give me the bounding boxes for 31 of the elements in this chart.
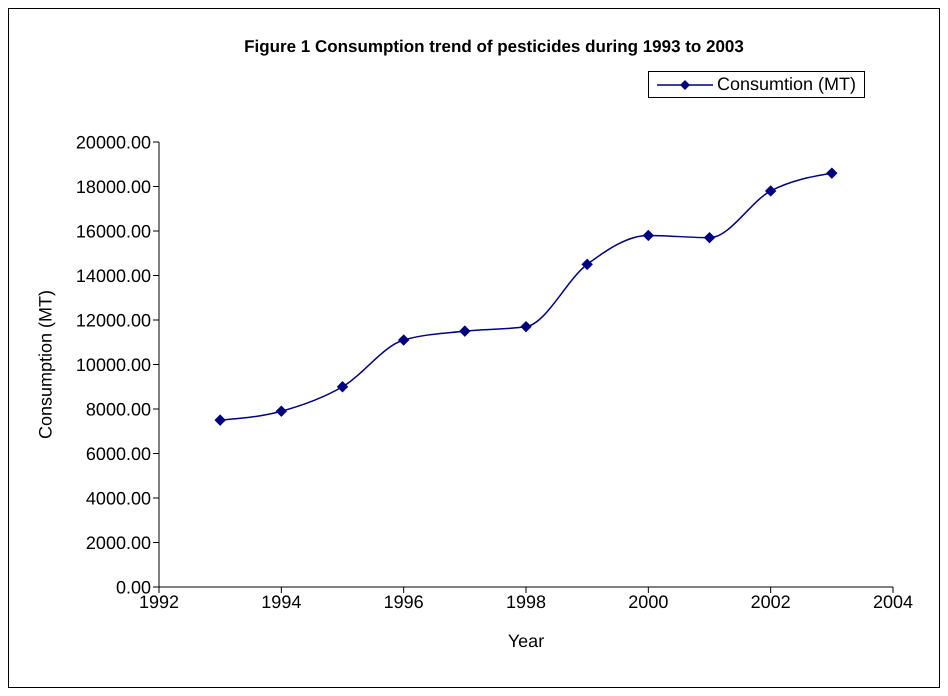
- x-tick-label: 2002: [750, 592, 791, 612]
- point: [520, 321, 532, 332]
- y-tick-label: 2000.00: [86, 532, 151, 553]
- point: [459, 326, 470, 337]
- point: [704, 232, 715, 244]
- x-tick-label: 2000: [628, 592, 668, 612]
- point: [765, 185, 776, 196]
- x-tick-label: 1994: [261, 592, 302, 612]
- point: [826, 168, 838, 179]
- y-tick-label: 8000.00: [86, 399, 151, 420]
- x-tick-label: 1998: [506, 592, 546, 612]
- y-tick-label: 18000.00: [76, 176, 151, 197]
- y-tick-label: 12000.00: [76, 310, 151, 330]
- y-tick-label: 20000.00: [76, 132, 151, 152]
- x-tick-label: 2004: [872, 592, 914, 612]
- x-axis-title: Year: [508, 631, 544, 651]
- point: [582, 258, 593, 270]
- point: [642, 230, 654, 241]
- point: [214, 414, 226, 426]
- point: [276, 406, 287, 417]
- y-tick-label: 6000.00: [86, 444, 151, 464]
- x-tick-label: 1996: [384, 592, 424, 612]
- y-tick-label: 14000.00: [76, 266, 151, 286]
- point: [398, 334, 410, 346]
- y-tick-label: 16000.00: [76, 221, 151, 242]
- point: [337, 381, 348, 392]
- y-tick-label: 10000.00: [76, 354, 151, 375]
- chart-title: Figure 1 Consumption trend of pesticides during 1993 to 2003: [243, 37, 745, 57]
- y-tick-label: 4000.00: [86, 488, 151, 508]
- legend-label: Consumtion (MT): [716, 74, 856, 95]
- y-axis-title: Consumption (MT): [35, 290, 56, 440]
